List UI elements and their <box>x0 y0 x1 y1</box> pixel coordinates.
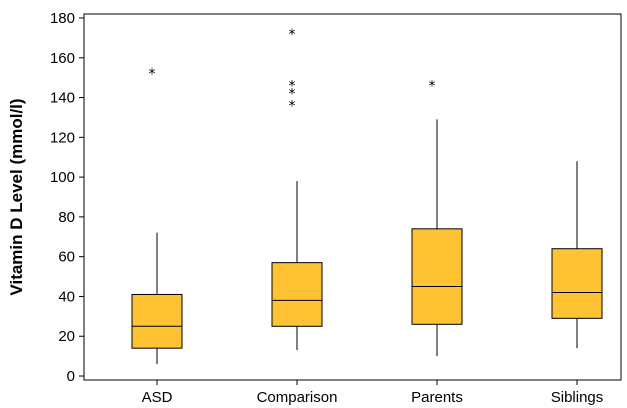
box-asd: * <box>131 67 183 365</box>
y-axis: 0 20 40 60 80 100 120 140 160 180 <box>50 10 84 385</box>
outlier-point: * <box>289 27 296 43</box>
x-tick-label: Comparison <box>257 389 338 406</box>
x-tick-label: Siblings <box>551 389 604 406</box>
box-comparison: **** <box>271 27 323 351</box>
iqr-box <box>551 248 603 319</box>
outlier-point: * <box>289 99 296 115</box>
x-axis: ASD Comparison Parents Siblings <box>142 380 604 406</box>
box-siblings <box>551 161 603 349</box>
y-tick-label: 180 <box>50 10 75 27</box>
x-tick-label: ASD <box>142 389 173 406</box>
outlier-point: * <box>429 79 436 95</box>
y-tick-label: 100 <box>50 169 75 186</box>
y-tick-label: 40 <box>58 288 75 305</box>
iqr-box <box>271 262 323 327</box>
y-tick-label: 60 <box>58 249 75 266</box>
y-tick-label: 20 <box>58 328 75 345</box>
y-tick-label: 80 <box>58 209 75 226</box>
outlier-point: * <box>289 79 296 95</box>
y-tick-label: 0 <box>67 368 75 385</box>
boxes: ****** <box>131 27 603 365</box>
x-tick-label: Parents <box>411 389 463 406</box>
y-tick-label: 120 <box>50 129 75 146</box>
y-axis-label: Vitamin D Level (mmol/l) <box>7 98 26 295</box>
y-tick-label: 140 <box>50 90 75 107</box>
box-parents: * <box>411 79 463 357</box>
iqr-box <box>131 293 183 349</box>
plot-area-frame <box>83 13 622 381</box>
outlier-point: * <box>289 87 296 103</box>
iqr-box <box>411 228 463 325</box>
outlier-point: * <box>149 67 156 83</box>
y-tick-label: 160 <box>50 50 75 67</box>
